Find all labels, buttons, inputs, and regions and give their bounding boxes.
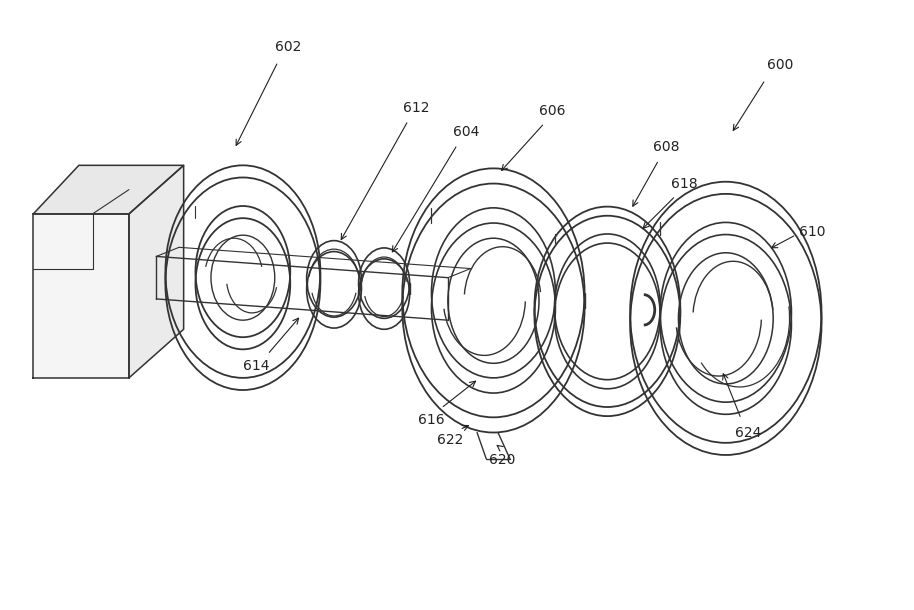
Polygon shape [129,165,184,378]
Text: 616: 616 [419,414,445,428]
Polygon shape [33,165,184,214]
Text: 620: 620 [489,453,515,467]
Text: 600: 600 [767,58,793,72]
Text: 614: 614 [243,359,270,373]
Polygon shape [33,214,129,378]
Text: 622: 622 [437,433,462,447]
Text: 602: 602 [275,40,302,54]
Text: 606: 606 [539,104,566,118]
Text: 624: 624 [736,426,761,440]
Text: 612: 612 [403,101,430,115]
Text: 618: 618 [672,176,698,190]
Text: 604: 604 [453,125,479,139]
Text: 608: 608 [654,140,680,154]
Text: 610: 610 [799,225,825,239]
